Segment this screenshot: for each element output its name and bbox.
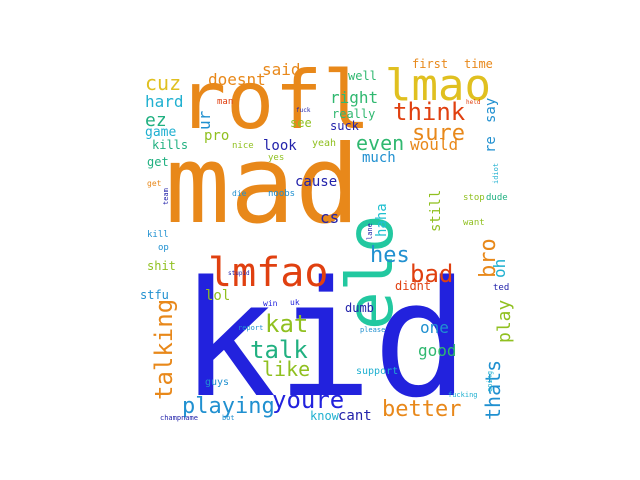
word-playing: playing <box>182 394 275 419</box>
word-first: first <box>412 57 448 71</box>
word-talk: talk <box>250 336 308 364</box>
word-rofl: rofl <box>178 54 371 147</box>
word-want: want <box>463 218 485 228</box>
word-doesnt: doesnt <box>208 70 266 89</box>
word-still: still <box>428 190 444 232</box>
word-youre: youre <box>272 386 344 414</box>
word-lmao: lmao <box>385 60 491 111</box>
word-say: say <box>483 98 499 123</box>
word-kid: kid <box>180 246 469 433</box>
word-win: win <box>263 299 278 308</box>
word-bad: bad <box>410 260 453 288</box>
word-die: die <box>232 189 247 198</box>
word-idiot: idiot <box>492 163 500 184</box>
word-would: would <box>410 135 458 154</box>
word-good: good <box>418 341 457 360</box>
word-right: right <box>330 88 378 107</box>
word-re: re <box>483 136 499 153</box>
word-mad: mad <box>165 123 360 248</box>
word-cuz: cuz <box>145 71 181 95</box>
word-please: please <box>360 326 385 334</box>
word-think: think <box>393 98 466 126</box>
word-get: get <box>147 155 169 169</box>
word-fuck: fuck <box>296 107 311 114</box>
word-stfu: stfu <box>140 288 169 302</box>
word-lmfao: lmfao <box>208 250 328 296</box>
word-thats: thats <box>481 360 505 420</box>
word-suck: suck <box>330 119 360 133</box>
word-lane: lane <box>366 223 374 240</box>
word-hes: hes <box>370 243 410 268</box>
word-know: know <box>310 409 340 423</box>
word-one: one <box>420 318 449 337</box>
word-game: game <box>145 125 176 140</box>
word-haha: haha <box>374 203 390 237</box>
word-ted: ted <box>493 283 509 293</box>
word-kill: kill <box>147 230 169 240</box>
word-said: said <box>262 60 301 79</box>
word-dumb: dumb <box>345 301 374 315</box>
word-held: held <box>466 99 481 106</box>
word-yes: yes <box>268 153 284 163</box>
word-man: man <box>217 97 233 107</box>
word-much: much <box>362 150 396 166</box>
word-pro: pro <box>204 128 229 144</box>
word-bro: bro <box>476 238 501 278</box>
word-kat: kat <box>265 310 308 338</box>
word-get: get <box>147 179 162 188</box>
word-cause: cause <box>295 174 337 190</box>
word-report: report <box>238 324 263 332</box>
word-ur: ur <box>195 110 214 130</box>
word-elo: elo <box>334 214 408 330</box>
word-team: team <box>162 188 170 205</box>
word-oh: oh <box>490 259 509 278</box>
word-dude: dude <box>486 193 508 203</box>
word-yeah: yeah <box>312 138 336 149</box>
word-noobs: noobs <box>268 189 295 199</box>
word-better: better <box>382 397 461 422</box>
word-cant: cant <box>338 408 372 424</box>
word-stupid: stupid <box>228 270 250 277</box>
word-look: look <box>263 138 297 154</box>
word-hard: hard <box>145 92 184 111</box>
word-support: support <box>356 366 398 377</box>
word-like: like <box>262 357 310 381</box>
word-really: really <box>332 107 375 121</box>
word-didnt: didnt <box>395 279 431 293</box>
word-fucking: fucking <box>448 391 478 399</box>
word-sure: sure <box>412 121 465 146</box>
word-play: play <box>494 299 515 343</box>
word-talking: talking <box>150 299 178 400</box>
word-uk: uk <box>290 298 300 307</box>
word-well: well <box>348 69 377 83</box>
word-going: going <box>486 371 494 392</box>
word-guys: guys <box>205 377 229 388</box>
word-shit: shit <box>147 259 176 273</box>
word-stop: stop <box>463 193 485 203</box>
word-see: see <box>290 116 312 130</box>
word-ez: ez <box>145 110 167 131</box>
word-champname: champname <box>160 414 198 422</box>
word-nice: nice <box>232 141 254 151</box>
word-cs: cs <box>320 208 339 227</box>
word-even: even <box>356 131 404 155</box>
word-lol: lol <box>205 288 230 304</box>
word-op: op <box>158 243 169 253</box>
word-kills: kills <box>152 138 188 152</box>
word-time: time <box>464 57 493 71</box>
word-bot: bot <box>222 414 235 422</box>
